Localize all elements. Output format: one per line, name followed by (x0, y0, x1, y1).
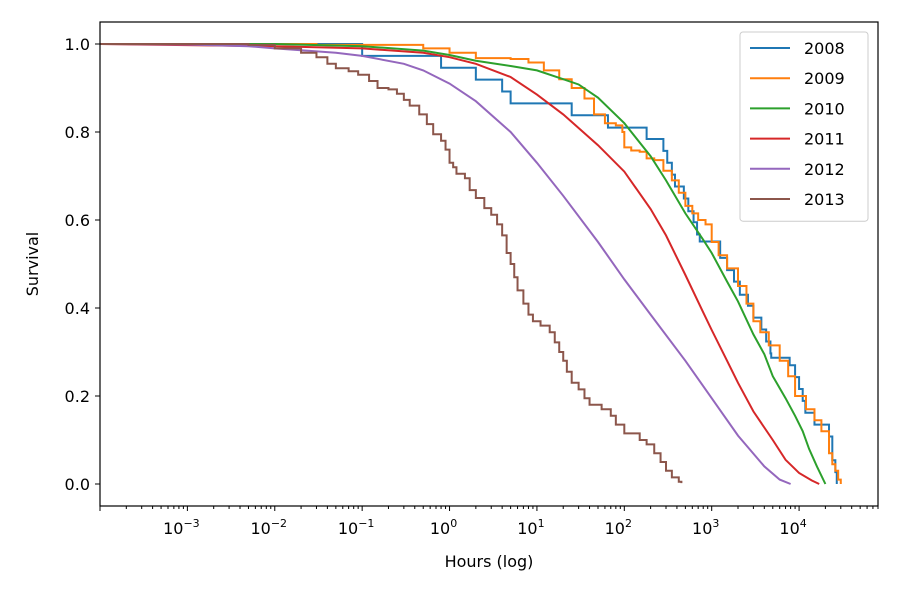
series-line-2013 (100, 43, 683, 484)
y-tick-label: 0.0 (65, 475, 90, 494)
y-tick-label: 0.4 (65, 299, 90, 318)
y-axis: 0.0 0.2 0.4 0.6 0.8 1.0 (65, 35, 100, 494)
y-tick-label: 1.0 (65, 35, 90, 54)
legend-label-2009: 2009 (804, 69, 845, 88)
legend-label-2013: 2013 (804, 190, 845, 209)
y-axis-label: Survival (23, 232, 42, 297)
series-line-2010 (100, 43, 827, 485)
series-line-2008 (100, 43, 838, 484)
series-line-2011 (99, 43, 820, 485)
y-tick-label: 0.2 (65, 387, 90, 406)
legend: 2008 2009 2010 2011 2012 2013 (739, 31, 869, 222)
legend-label-2011: 2011 (804, 130, 845, 149)
x-tick-exponent: 2 (625, 517, 632, 530)
x-tick-exponent: −1 (358, 517, 374, 530)
x-tick-exponent: 3 (712, 517, 719, 530)
x-tick-exponent: −3 (183, 517, 199, 530)
x-tick-exponent: 4 (800, 517, 807, 530)
legend-label-2012: 2012 (804, 160, 845, 179)
x-tick-exponent: 0 (450, 517, 457, 530)
legend-box (739, 31, 869, 222)
y-tick-label: 0.6 (65, 211, 90, 230)
x-axis-label: Hours (log) (445, 552, 534, 571)
series-layer (99, 43, 842, 485)
series-line-2012 (99, 43, 791, 485)
legend-label-2008: 2008 (804, 39, 845, 58)
legend-label-2010: 2010 (804, 99, 845, 118)
series-line-2009 (100, 43, 842, 484)
x-tick-exponent: 1 (538, 517, 545, 530)
plot-frame (99, 21, 879, 507)
y-tick-label: 0.8 (65, 123, 90, 142)
x-tick-exponent: −2 (271, 517, 287, 530)
